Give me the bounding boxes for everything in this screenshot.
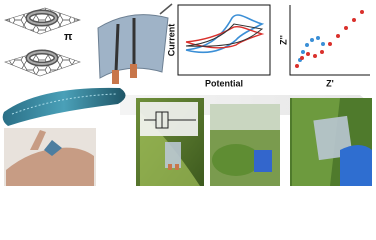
- cv-x-axis-label: Potential: [205, 78, 243, 88]
- eis-plot: [289, 5, 370, 76]
- cv-plot: [177, 4, 271, 76]
- eis-y-axis-label: Z'': [278, 35, 288, 45]
- greenhouse-photo: [210, 104, 280, 186]
- flexible-electrode: [97, 3, 173, 84]
- glove-photo: [290, 98, 372, 186]
- eis-x-axis-label: Z': [326, 78, 334, 88]
- hand-photo: [4, 128, 96, 186]
- graphene-rings: [4, 7, 81, 77]
- leaf-circuit-photo: [136, 98, 204, 186]
- cv-y-axis-label: Current: [166, 24, 176, 57]
- pi-label: π: [64, 31, 73, 43]
- graphical-abstract: π Current Potential Z'' Z': [2, 3, 372, 186]
- fiber-bundle: [2, 87, 126, 126]
